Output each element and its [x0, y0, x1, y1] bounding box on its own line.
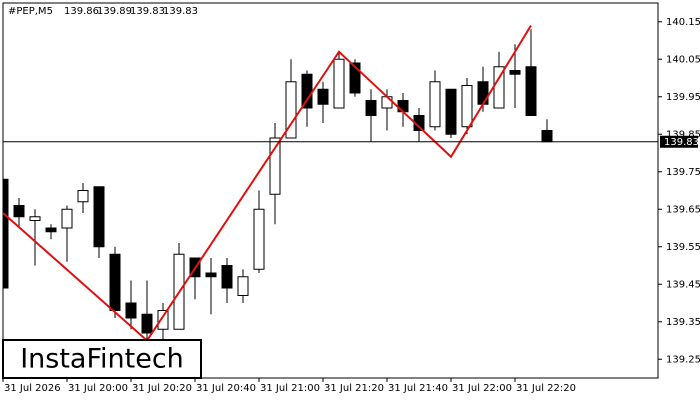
x-tick-label: 31 Jul 21:40	[388, 383, 448, 394]
candle-body	[381, 96, 393, 109]
symbol-label: #PEP,M5	[8, 6, 53, 17]
y-tick-label: 139.65	[666, 204, 700, 215]
x-tick-label: 31 Jul 22:00	[452, 383, 512, 394]
x-tick-label: 31 Jul 20:40	[196, 383, 256, 394]
header-high: 139.89	[97, 6, 132, 17]
candle-body	[45, 227, 57, 233]
candle-body	[253, 208, 265, 270]
candle-body	[365, 100, 377, 116]
x-tick-label: 31 Jul 21:00	[260, 383, 320, 394]
y-tick-label: 139.25	[666, 354, 700, 365]
y-tick-label: 139.45	[666, 279, 700, 290]
candle-body	[109, 253, 121, 311]
candle-body	[29, 216, 41, 221]
candle-body	[77, 190, 89, 203]
y-tick-label: 139.55	[666, 242, 700, 253]
y-tick-label: 139.85	[666, 129, 700, 140]
y-tick-label: 139.95	[666, 92, 700, 103]
candle-body	[317, 88, 329, 105]
x-tick-label: 31 Jul 22:20	[516, 383, 576, 394]
logo-box	[2, 339, 202, 379]
candle-body	[445, 88, 457, 135]
pattern-line	[3, 24, 532, 343]
candle-body	[333, 58, 345, 109]
candle-body	[269, 137, 281, 195]
logo: InstaFintech	[20, 344, 184, 375]
candle-body	[205, 272, 217, 278]
header-low: 139.83	[130, 6, 165, 17]
plot-area	[3, 24, 658, 343]
price-label: 139.83	[664, 137, 699, 148]
candle-body	[157, 310, 169, 330]
candle-body	[61, 208, 73, 229]
candle-body	[301, 73, 313, 109]
header-open: 139.86	[64, 6, 99, 17]
candle-body	[541, 130, 553, 143]
candle-body	[349, 62, 361, 94]
candle-body	[509, 70, 521, 75]
candle-body	[477, 81, 489, 105]
candle-body	[285, 81, 297, 139]
y-tick-label: 140.15	[666, 17, 700, 28]
candle-body	[3, 178, 9, 289]
candle-body	[141, 313, 153, 334]
candle-body	[237, 276, 249, 296]
candle-body	[13, 205, 25, 218]
y-tick-label: 139.75	[666, 167, 700, 178]
price-label-box	[660, 135, 698, 148]
header-close: 139.83	[163, 6, 198, 17]
candle-body	[525, 66, 537, 116]
x-tick-label: 31 Jul 2026	[4, 383, 61, 394]
x-tick-label: 31 Jul 20:00	[68, 383, 128, 394]
overlay: 140.15 140.05 139.95 139.85 139.75 139.65 139.…	[2, 17, 700, 394]
x-tick-label: 31 Jul 20:20	[132, 383, 192, 394]
candle-body	[93, 186, 105, 248]
candle-body	[221, 265, 233, 289]
candle-body	[125, 302, 137, 319]
y-tick-label: 139.35	[666, 317, 700, 328]
y-tick-label: 140.05	[666, 54, 700, 65]
candle-body	[429, 81, 441, 128]
x-tick-label: 31 Jul 21:20	[324, 383, 384, 394]
candle-body	[461, 85, 473, 128]
candle-body	[397, 100, 409, 113]
